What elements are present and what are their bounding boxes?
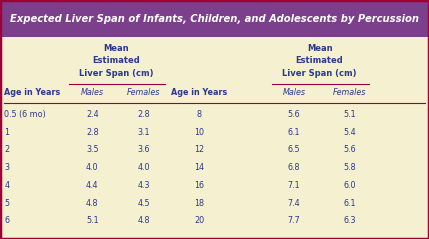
Text: 18: 18: [194, 199, 205, 208]
Text: 6.0: 6.0: [343, 181, 356, 190]
Text: 5: 5: [4, 199, 9, 208]
Text: Mean
Estimated
Liver Span (cm): Mean Estimated Liver Span (cm): [79, 44, 153, 77]
Text: 5.6: 5.6: [343, 146, 356, 154]
Text: Expected Liver Span of Infants, Children, and Adolescents by Percussion: Expected Liver Span of Infants, Children…: [10, 14, 419, 23]
Text: 4.4: 4.4: [86, 181, 99, 190]
Text: 7.4: 7.4: [287, 199, 300, 208]
Text: 8: 8: [197, 110, 202, 119]
Text: 0.5 (6 mo): 0.5 (6 mo): [4, 110, 46, 119]
Text: 4: 4: [4, 181, 9, 190]
Text: 4.3: 4.3: [137, 181, 150, 190]
Text: 5.4: 5.4: [343, 128, 356, 137]
Text: 6.3: 6.3: [343, 217, 356, 225]
Text: 4.8: 4.8: [137, 217, 150, 225]
Text: 4.8: 4.8: [86, 199, 99, 208]
Text: 1: 1: [4, 128, 9, 137]
Text: 3.1: 3.1: [137, 128, 150, 137]
Text: 3.6: 3.6: [137, 146, 150, 154]
Text: 6.1: 6.1: [343, 199, 356, 208]
Text: 14: 14: [194, 163, 205, 172]
Text: 7.7: 7.7: [287, 217, 300, 225]
Text: 2: 2: [4, 146, 9, 154]
Text: 3: 3: [4, 163, 9, 172]
Text: 20: 20: [194, 217, 205, 225]
Text: 4.5: 4.5: [137, 199, 150, 208]
Text: Males: Males: [81, 88, 104, 98]
Text: Females: Females: [333, 88, 366, 98]
Text: 5.1: 5.1: [86, 217, 99, 225]
Text: Males: Males: [282, 88, 305, 98]
Text: Age in Years: Age in Years: [171, 88, 228, 98]
FancyBboxPatch shape: [0, 0, 429, 37]
Text: 6: 6: [4, 217, 9, 225]
Text: 12: 12: [194, 146, 205, 154]
Text: 2.4: 2.4: [86, 110, 99, 119]
Text: 4.0: 4.0: [137, 163, 150, 172]
Text: 5.1: 5.1: [343, 110, 356, 119]
Text: Age in Years: Age in Years: [4, 88, 60, 98]
Text: 4.0: 4.0: [86, 163, 99, 172]
Text: 7.1: 7.1: [287, 181, 300, 190]
Text: Females: Females: [127, 88, 160, 98]
Text: Mean
Estimated
Liver Span (cm): Mean Estimated Liver Span (cm): [282, 44, 357, 77]
Text: 2.8: 2.8: [86, 128, 99, 137]
Text: 6.1: 6.1: [287, 128, 300, 137]
Text: 6.5: 6.5: [287, 146, 300, 154]
Text: 5.8: 5.8: [343, 163, 356, 172]
Text: 2.8: 2.8: [137, 110, 150, 119]
Text: 3.5: 3.5: [86, 146, 99, 154]
Text: 5.6: 5.6: [287, 110, 300, 119]
Text: 16: 16: [194, 181, 205, 190]
Text: 6.8: 6.8: [287, 163, 300, 172]
Text: 10: 10: [194, 128, 205, 137]
